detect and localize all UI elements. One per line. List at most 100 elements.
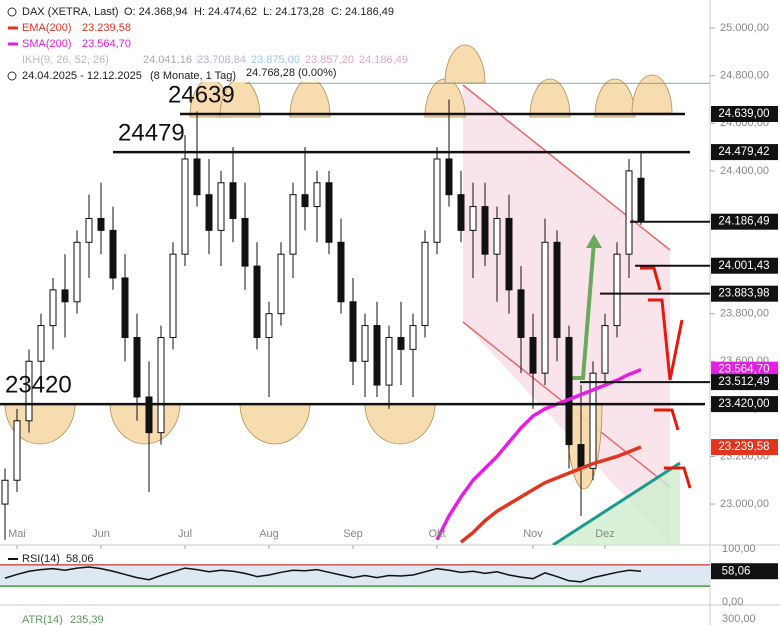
range: 24.04.2025 - 12.12.2025 — [22, 70, 142, 82]
arrow — [570, 241, 596, 380]
ohlc: L: 24.173,28 — [263, 6, 324, 18]
candle-body — [301, 194, 309, 208]
x-tick-label: Mai — [8, 528, 26, 540]
candle-body — [529, 336, 537, 374]
candle-body — [157, 336, 165, 434]
candle-body — [241, 217, 249, 267]
level-big-label: 23420 — [5, 371, 72, 398]
title: DAX (XETRA, Last) — [22, 6, 119, 18]
candle-body — [445, 158, 453, 196]
legend-name: EMA(200) — [22, 22, 72, 34]
level-big-label: 24479 — [118, 119, 185, 146]
candle-body — [481, 206, 489, 255]
y-tick-label: 24.800,00 — [720, 70, 769, 82]
range-note: (8 Monate, 1 Tag) — [150, 70, 236, 82]
ma-line — [459, 445, 642, 544]
candle-body — [217, 182, 225, 231]
candle-body — [613, 253, 621, 327]
atr-tick-label: 300,00 — [722, 613, 756, 625]
ikh-value: 24.186,49 — [359, 54, 408, 66]
rsi-tick-label: 100,00 — [722, 543, 756, 555]
ikh-value: 23.875,00 — [251, 54, 300, 66]
candle-body — [97, 217, 105, 231]
icon — [7, 7, 17, 17]
x-tick-label: Okt — [428, 528, 445, 540]
candle-body — [85, 217, 93, 243]
red-arrows — [640, 266, 692, 489]
price-tag — [711, 374, 778, 391]
candle-body — [289, 194, 297, 255]
atr-name: ATR(14) — [22, 614, 63, 625]
candle-body — [145, 396, 153, 434]
ohlc: H: 24.474,62 — [194, 6, 257, 18]
price-tag — [711, 105, 778, 122]
candle-body — [169, 253, 177, 338]
candle-body — [589, 372, 597, 469]
rsi-tick-label: 0,00 — [722, 596, 743, 608]
y-tick-label: 23.800,00 — [720, 308, 769, 320]
candle-body — [193, 158, 201, 196]
plot — [1, 82, 710, 544]
arrow-head — [586, 234, 602, 248]
rsi-line — [4, 566, 642, 583]
candle-body — [493, 217, 501, 255]
candle-body — [517, 289, 525, 338]
candle-body — [397, 336, 405, 350]
price-tag-label: 24.001,43 — [718, 260, 769, 272]
header-bg — [0, 0, 390, 82]
price-tag-label: 23.239,58 — [718, 441, 769, 453]
x-tick-label: Dez — [595, 528, 615, 540]
rsi-tag — [711, 563, 778, 580]
legend-name: SMA(200) — [22, 38, 72, 50]
candle-body — [277, 253, 285, 315]
candle-body — [433, 158, 441, 243]
header: DAX (XETRA, Last) O: 24.368,94 H: 24.474… — [0, 0, 408, 82]
candle-body — [421, 241, 429, 327]
candle-body — [133, 336, 141, 398]
candle-body — [121, 277, 129, 338]
rsi-name: RSI(14) — [22, 553, 60, 565]
ikh-value: 24.041,16 — [143, 54, 192, 66]
candle-body — [565, 336, 573, 446]
candle-body — [469, 206, 477, 231]
candle-body — [505, 217, 513, 291]
candle-body — [181, 158, 189, 255]
candle-body — [577, 444, 585, 469]
legend-value: 23.239,58 — [82, 22, 131, 34]
reference-label: 24.768,28 (0.00%) — [246, 67, 337, 79]
candle-body — [1, 479, 9, 505]
price-tag — [711, 144, 778, 161]
candle-body — [205, 194, 213, 231]
icon — [7, 71, 17, 81]
candle-body — [637, 177, 645, 223]
legend-value: 23.564,70 — [82, 38, 131, 50]
candle-body — [325, 182, 333, 243]
candle-body — [349, 301, 357, 362]
ikh-name: IKH(9, 26, 52, 26) — [22, 54, 109, 66]
level-big-label: 24639 — [168, 81, 235, 108]
candle-body — [13, 420, 21, 481]
x-tick-label: Jun — [92, 528, 110, 540]
trend-line — [552, 461, 681, 545]
y-tick-label: 24.400,00 — [720, 165, 769, 177]
rsi-value: 58,06 — [66, 553, 94, 565]
ohlc: O: 24.368,94 — [124, 6, 188, 18]
candle-body — [229, 182, 237, 219]
candle-body — [361, 325, 369, 362]
price-tag-label: 23.512,49 — [718, 376, 769, 388]
candle-body — [457, 194, 465, 231]
candle-body — [553, 241, 561, 338]
candle-body — [541, 241, 549, 374]
candle-body — [601, 325, 609, 374]
price-tag — [711, 285, 778, 302]
y-tick-label: 25.000,00 — [720, 22, 769, 34]
x-tick-label: Nov — [523, 528, 543, 540]
candle-body — [313, 182, 321, 208]
atr-value: 235,39 — [70, 614, 104, 625]
candle-body — [25, 360, 33, 422]
candle-body — [409, 325, 417, 350]
x-tick-label: Jul — [178, 528, 192, 540]
candle-body — [385, 336, 393, 386]
candle-body — [265, 313, 273, 338]
